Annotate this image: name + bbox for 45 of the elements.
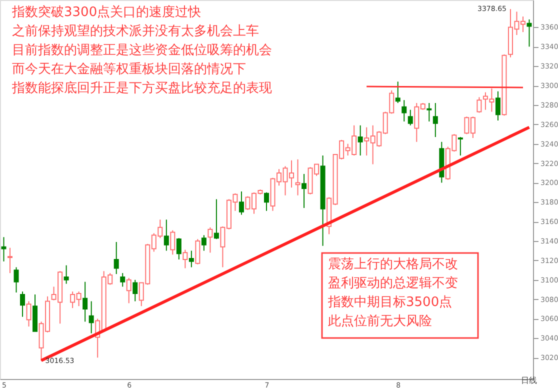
candlestick [432,102,438,138]
candlestick [426,102,432,122]
candlestick [64,264,69,284]
annotation: 日线 [521,376,537,385]
candlestick [126,277,132,304]
candlestick [201,234,206,252]
candlestick [176,238,182,260]
candlestick [26,300,32,328]
candlestick [120,272,126,288]
candlestick [208,226,213,254]
candlestick [132,279,138,302]
candlestick [495,90,500,122]
candlestick [526,18,532,48]
annotation: 盈利驱动的总逻辑不变 [328,276,458,291]
annotation: 之前保持观望的技术派并没有太多机会上车 [12,24,259,39]
annotation: 此点位前无大风险 [328,314,432,329]
candlestick [238,190,244,216]
candlestick [458,136,463,156]
candlestick [358,124,363,156]
candlestick [476,96,482,114]
candlestick [20,291,26,318]
candlestick [214,198,219,240]
annotation: 指数突破3300点关口的速度过快 [11,4,202,20]
candlestick [1,236,6,262]
candlestick [302,173,307,208]
candlestick [182,249,188,269]
annotation: 指数能探底回升正是下方买盘比较充足的表现 [11,80,272,96]
annotation: 目前指数的调整正是这些资金低位吸筹的机会 [12,43,272,58]
candlestick [170,230,176,256]
annotation: 而今天在大金融等权重板块回落的情况下 [12,62,246,77]
candlestick [82,281,88,322]
candlestick [8,247,13,274]
candlestick [395,81,400,104]
candlestick [408,109,413,126]
candlestick [188,250,194,268]
candlestick [14,266,19,294]
candlestick [88,300,94,334]
candlestick [295,158,300,196]
candlestick [114,241,119,275]
candlestick [195,238,200,265]
candlestick [264,192,269,212]
candlestick [164,219,169,252]
annotation: 震荡上行的大格局不改 [328,257,458,272]
candlestick [402,100,407,122]
annotation: 指数中期目标3500点 [327,295,452,310]
